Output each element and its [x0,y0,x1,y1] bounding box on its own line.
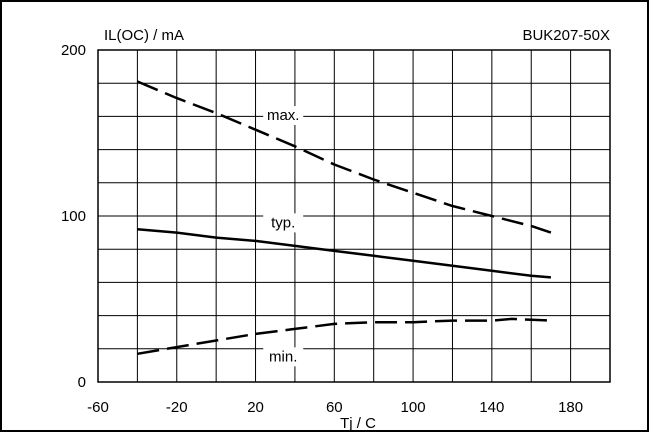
part-number-label: BUK207-50X [522,27,610,44]
series-line-1 [136,80,552,234]
x-tick-label: 20 [247,399,264,416]
x-tick-label: 60 [326,399,343,416]
series-label-bg [263,347,304,367]
series-label-bg [263,105,304,125]
x-tick-label: 100 [401,399,426,416]
series-group: max. typ. min. [136,80,552,367]
tick-labels: -60 -20 20 60 100 140 180 0 100 200 [61,42,583,416]
series-label: typ. [271,214,295,231]
x-tick-label: 180 [558,399,583,416]
series-label: max. [267,107,300,124]
series-label-bg [263,213,304,233]
y-tick-label: 200 [61,42,86,59]
series-line-2 [137,228,552,279]
y-tick-label: 100 [61,208,86,225]
x-tick-label: -20 [166,399,188,416]
x-axis-label: Tj / C [340,415,376,432]
series-label: min. [269,348,297,365]
series-line-3 [137,317,551,356]
x-tick-label: -60 [87,399,109,416]
plot-frame [97,49,611,383]
x-tick-label: 140 [479,399,504,416]
y-tick-label: 0 [78,374,86,391]
y-axis-label: IL(OC) / mA [104,27,184,44]
